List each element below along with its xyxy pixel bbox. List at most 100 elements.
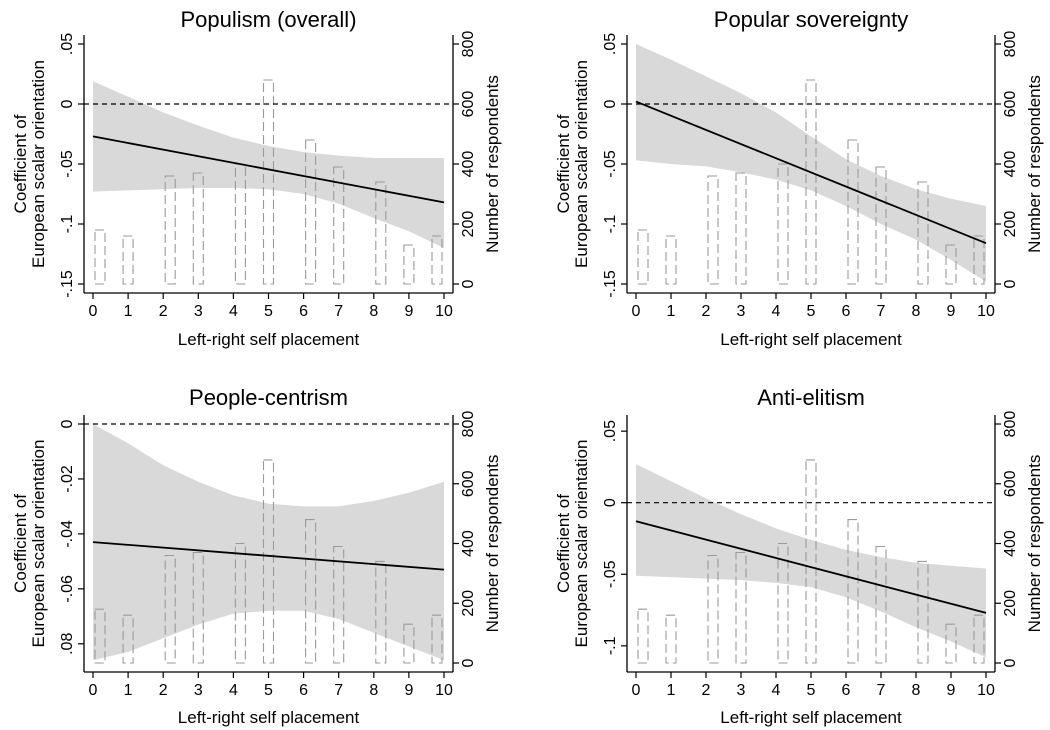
- chart-title: People-centrism: [189, 385, 348, 410]
- x-tick-label: 9: [947, 303, 956, 320]
- histogram-bar: [917, 181, 929, 285]
- x-tick-label: 1: [124, 303, 133, 320]
- y2-tick-label: 200: [1002, 211, 1019, 238]
- y2-tick-label: 600: [1002, 91, 1019, 118]
- y2-tick-label: 800: [1002, 411, 1019, 438]
- y2-tick-label: 200: [1002, 590, 1019, 617]
- y2-tick-label: 400: [460, 151, 477, 178]
- y-axis-label-line-2: European scalar orientation: [572, 60, 591, 268]
- y-axis-label-line-2: European scalar orientation: [29, 440, 48, 648]
- histogram-bar: [262, 79, 275, 285]
- confidence-band: [636, 44, 986, 282]
- y-tick-label: 0: [59, 419, 76, 428]
- y-axis-label-line-1: Coefficient of: [11, 114, 30, 213]
- x-tick-label: 3: [194, 303, 203, 320]
- histogram-bar: [164, 554, 176, 664]
- histogram-bar: [637, 229, 649, 285]
- y2-tick-label: 800: [460, 411, 477, 438]
- x-tick-label: 0: [632, 682, 641, 699]
- x-tick-label: 9: [404, 682, 413, 699]
- histogram-bar: [945, 244, 957, 285]
- histogram-bar: [403, 623, 415, 664]
- x-tick-label: 0: [89, 682, 98, 699]
- x-tick-label: 9: [404, 303, 413, 320]
- y2-tick-label: 800: [460, 31, 477, 58]
- x-tick-label: 0: [632, 303, 641, 320]
- x-tick-label: 3: [737, 682, 746, 699]
- histogram-bar: [945, 623, 957, 664]
- x-tick-label: 2: [159, 303, 168, 320]
- histogram-bar: [192, 172, 204, 285]
- histogram-bar: [333, 166, 345, 285]
- histogram-bar: [847, 519, 859, 664]
- histogram-bar: [375, 181, 387, 285]
- y2-tick-label: 0: [460, 658, 477, 667]
- histogram-bar: [262, 459, 275, 664]
- chart-title: Popular sovereignty: [714, 7, 908, 32]
- fitted-line: [635, 520, 987, 614]
- y2-tick-label: 600: [1002, 470, 1019, 497]
- fitted-line: [92, 135, 445, 204]
- y-axis-label-line-1: Coefficient of: [554, 114, 573, 213]
- x-tick-label: 6: [842, 303, 851, 320]
- x-tick-label: 7: [877, 682, 886, 699]
- y-tick-label: 0: [59, 99, 76, 108]
- y2-axis-label: Number of respondents: [1025, 455, 1044, 633]
- chart-title: Populism (overall): [180, 7, 356, 32]
- x-tick-label: 9: [947, 682, 956, 699]
- histogram-bar: [305, 519, 317, 664]
- confidence-band: [93, 81, 444, 248]
- x-axis-label: Left-right self placement: [178, 330, 360, 349]
- x-tick-label: 8: [912, 682, 921, 699]
- y2-axis-label: Number of respondents: [1025, 75, 1044, 253]
- y-tick-label: 0: [602, 99, 619, 108]
- x-tick-label: 5: [264, 682, 273, 699]
- y2-tick-label: 0: [1002, 658, 1019, 667]
- histogram-bar: [805, 459, 817, 664]
- histogram-bar: [875, 166, 887, 285]
- x-tick-label: 0: [89, 303, 98, 320]
- x-tick-label: 10: [435, 682, 453, 699]
- histogram-bar: [973, 614, 985, 664]
- y-tick-label: -.1: [602, 215, 619, 234]
- y-axis-label-line-1: Coefficient of: [11, 494, 30, 593]
- x-tick-label: 3: [194, 682, 203, 699]
- histogram-bar: [305, 139, 317, 285]
- y-tick-label: -.02: [59, 465, 76, 493]
- y-tick-label: 0: [602, 498, 619, 507]
- histogram-bar: [917, 560, 929, 664]
- y-tick-label: .08: [59, 633, 76, 655]
- y2-axis-label: Number of respondents: [483, 75, 502, 253]
- chart-panel-2: 0 1 2 3 4 5 6 7 8 9 10 -.15 -.1 -.05 0 .05 0 200 400 600 800…: [554, 7, 1044, 349]
- y-tick-label: -.1: [602, 636, 619, 655]
- x-tick-label: 2: [702, 682, 711, 699]
- histogram-bar: [665, 614, 677, 664]
- y-tick-label: -.04: [59, 520, 76, 548]
- histogram-bar: [94, 608, 106, 664]
- y2-tick-label: 200: [460, 590, 477, 617]
- histogram-bar: [735, 551, 747, 664]
- histogram-bar: [735, 172, 747, 285]
- x-tick-label: 4: [229, 682, 238, 699]
- histogram-bar: [122, 235, 134, 285]
- histogram-bar: [847, 139, 859, 285]
- histogram-bar: [973, 235, 985, 285]
- y2-tick-label: 600: [460, 91, 477, 118]
- chart-panel-4: 0 1 2 3 4 5 6 7 8 9 10 -.1 -.05 0 .05 0 200 400 600 800 Anti…: [554, 385, 1044, 727]
- confidence-band: [636, 464, 986, 658]
- y2-tick-label: 400: [1002, 151, 1019, 178]
- y-tick-label: -.05: [59, 150, 76, 178]
- histogram-bar: [805, 79, 817, 285]
- x-tick-label: 5: [807, 682, 816, 699]
- y2-tick-label: 0: [1002, 279, 1019, 288]
- x-tick-label: 6: [842, 682, 851, 699]
- chart-panel-3: 0 1 2 3 4 5 6 7 8 9 10 .08 -.06 -.04 -.02 0 0 200 400 600 80…: [11, 385, 502, 727]
- y2-axis-label: Number of respondents: [483, 455, 502, 633]
- y2-tick-label: 600: [460, 470, 477, 497]
- x-tick-label: 10: [977, 682, 995, 699]
- x-tick-label: 10: [435, 303, 453, 320]
- x-tick-label: 6: [299, 682, 308, 699]
- histogram-bar: [375, 560, 387, 664]
- y2-tick-label: 400: [460, 530, 477, 557]
